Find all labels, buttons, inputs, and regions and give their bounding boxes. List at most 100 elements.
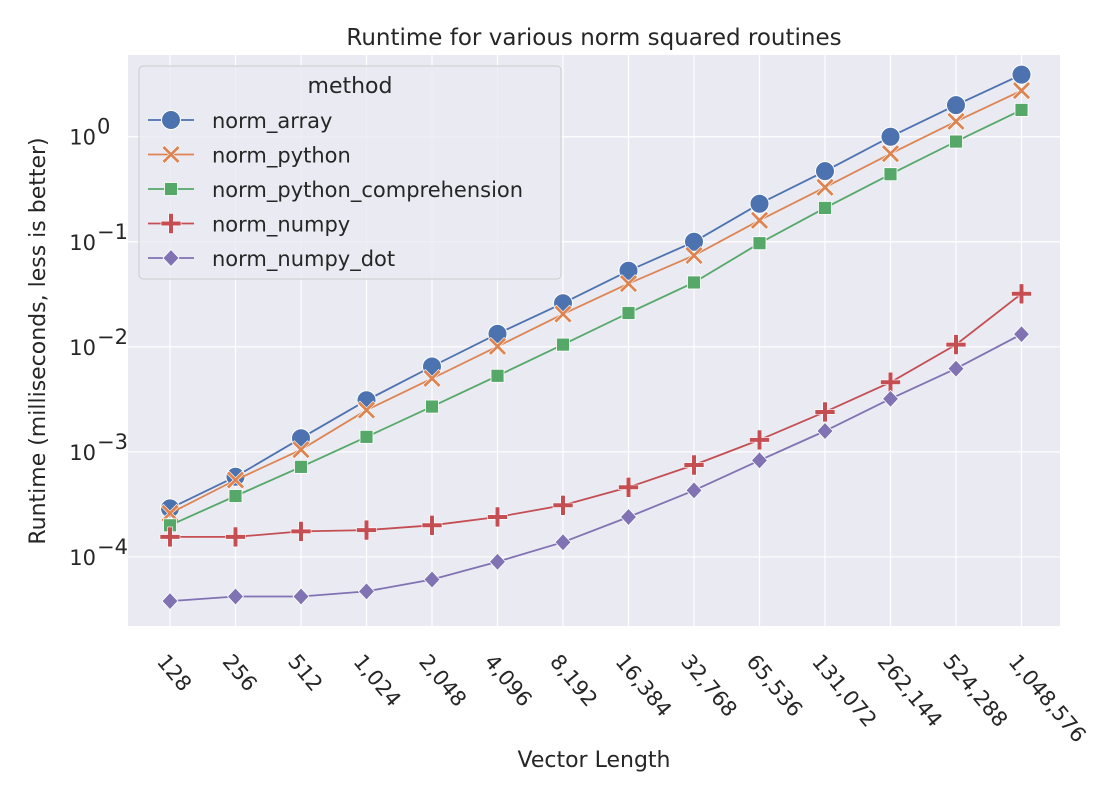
data-point — [160, 503, 180, 523]
data-point — [815, 161, 835, 182]
series-norm-python — [160, 81, 1031, 523]
data-point — [1011, 64, 1032, 85]
data-point — [618, 477, 639, 498]
x-axis-label: Vector Length — [518, 748, 671, 773]
data-point — [421, 515, 443, 536]
data-point — [750, 451, 769, 470]
series-group — [159, 64, 1032, 611]
data-point — [422, 369, 442, 388]
data-point — [554, 533, 572, 552]
data-point — [621, 306, 636, 320]
data-point — [487, 323, 508, 344]
data-point — [291, 440, 311, 460]
data-point — [556, 337, 570, 352]
data-point — [487, 506, 508, 528]
x-tick-label: 512 — [283, 650, 327, 696]
x-tick-label: 256 — [218, 650, 262, 696]
data-point — [749, 429, 770, 451]
data-point — [357, 400, 376, 420]
data-point — [687, 275, 701, 290]
y-tick-base: 10 — [69, 126, 96, 150]
data-point — [1012, 81, 1031, 101]
data-point — [880, 126, 901, 147]
x-tick-label: 65,536 — [742, 650, 808, 722]
y-tick-label: 10 −1 — [69, 220, 128, 255]
data-point — [356, 519, 377, 541]
data-point — [226, 470, 245, 490]
x-tick-label: 16,384 — [611, 650, 677, 722]
legend-marker — [161, 145, 181, 164]
legend-label: norm_numpy_dot — [212, 247, 395, 272]
data-point — [881, 144, 900, 164]
legend-item: norm_numpy_dot — [148, 247, 395, 272]
data-point — [750, 210, 769, 230]
y-tick-exponent: 0 — [97, 115, 110, 139]
y-tick-base: 10 — [69, 441, 96, 465]
data-point — [290, 521, 312, 542]
series-line — [169, 333, 1022, 602]
y-axis-label: Runtime (milliseconds, less is better) — [26, 137, 51, 544]
legend-item: norm_numpy — [148, 213, 350, 238]
legend-label: norm_array — [212, 109, 332, 134]
data-point — [684, 231, 704, 252]
legend-item: norm_array — [148, 109, 332, 134]
data-point — [814, 401, 836, 423]
data-point — [1012, 325, 1031, 344]
legend-marker — [162, 248, 180, 268]
series-norm-numpy-dot — [161, 325, 1031, 611]
y-tick-base: 10 — [69, 546, 96, 570]
y-tick-exponent: −4 — [97, 535, 128, 559]
data-point — [553, 304, 573, 324]
y-tick-label: 10 −3 — [69, 430, 128, 465]
legend-item: norm_python_comprehension — [148, 178, 523, 203]
data-point — [292, 587, 310, 606]
legend-marker — [160, 213, 182, 234]
data-point — [225, 526, 246, 548]
data-point — [423, 570, 441, 589]
x-tick-label: 1,024 — [349, 650, 406, 711]
data-point — [425, 399, 439, 414]
legend-marker — [164, 182, 178, 196]
data-point — [228, 489, 243, 503]
data-point — [1011, 283, 1032, 305]
data-point — [359, 429, 374, 444]
x-tick-label: 524,288 — [938, 650, 1012, 732]
data-point — [490, 368, 505, 383]
chart-title: Runtime for various norm squared routine… — [346, 25, 841, 51]
data-point — [816, 421, 834, 441]
data-point — [488, 552, 507, 571]
data-point — [818, 201, 832, 215]
legend-label: norm_numpy — [212, 213, 350, 238]
data-point — [685, 481, 703, 500]
series-line — [169, 73, 1022, 510]
data-point — [881, 389, 900, 408]
data-point — [945, 334, 967, 355]
data-point — [619, 507, 638, 527]
series-line — [169, 109, 1022, 527]
x-tick-label: 4,096 — [480, 650, 537, 711]
data-point — [161, 591, 179, 611]
data-point — [618, 260, 639, 281]
legend-label: norm_python — [212, 144, 351, 169]
x-tick-label: 1,048,576 — [1004, 650, 1091, 747]
x-tick-label: 131,072 — [807, 650, 881, 732]
y-tick-label: 10 0 — [69, 115, 110, 150]
y-tick-label: 10 −2 — [69, 325, 128, 360]
legend-title: method — [308, 74, 393, 99]
data-point — [619, 274, 638, 294]
legend-label: norm_python_comprehension — [212, 178, 523, 203]
data-point — [683, 454, 705, 476]
data-point — [946, 95, 966, 116]
data-point — [552, 495, 574, 516]
x-tick-label: 262,144 — [873, 650, 947, 732]
y-tick-exponent: −1 — [97, 220, 128, 244]
x-tick-label: 32,768 — [676, 650, 742, 722]
x-tick-label: 128 — [152, 650, 196, 696]
x-tick-label: 2,048 — [414, 650, 471, 711]
y-tick-exponent: −2 — [97, 325, 128, 349]
data-point — [294, 459, 308, 474]
y-tick-base: 10 — [69, 231, 96, 255]
data-point — [946, 111, 966, 131]
